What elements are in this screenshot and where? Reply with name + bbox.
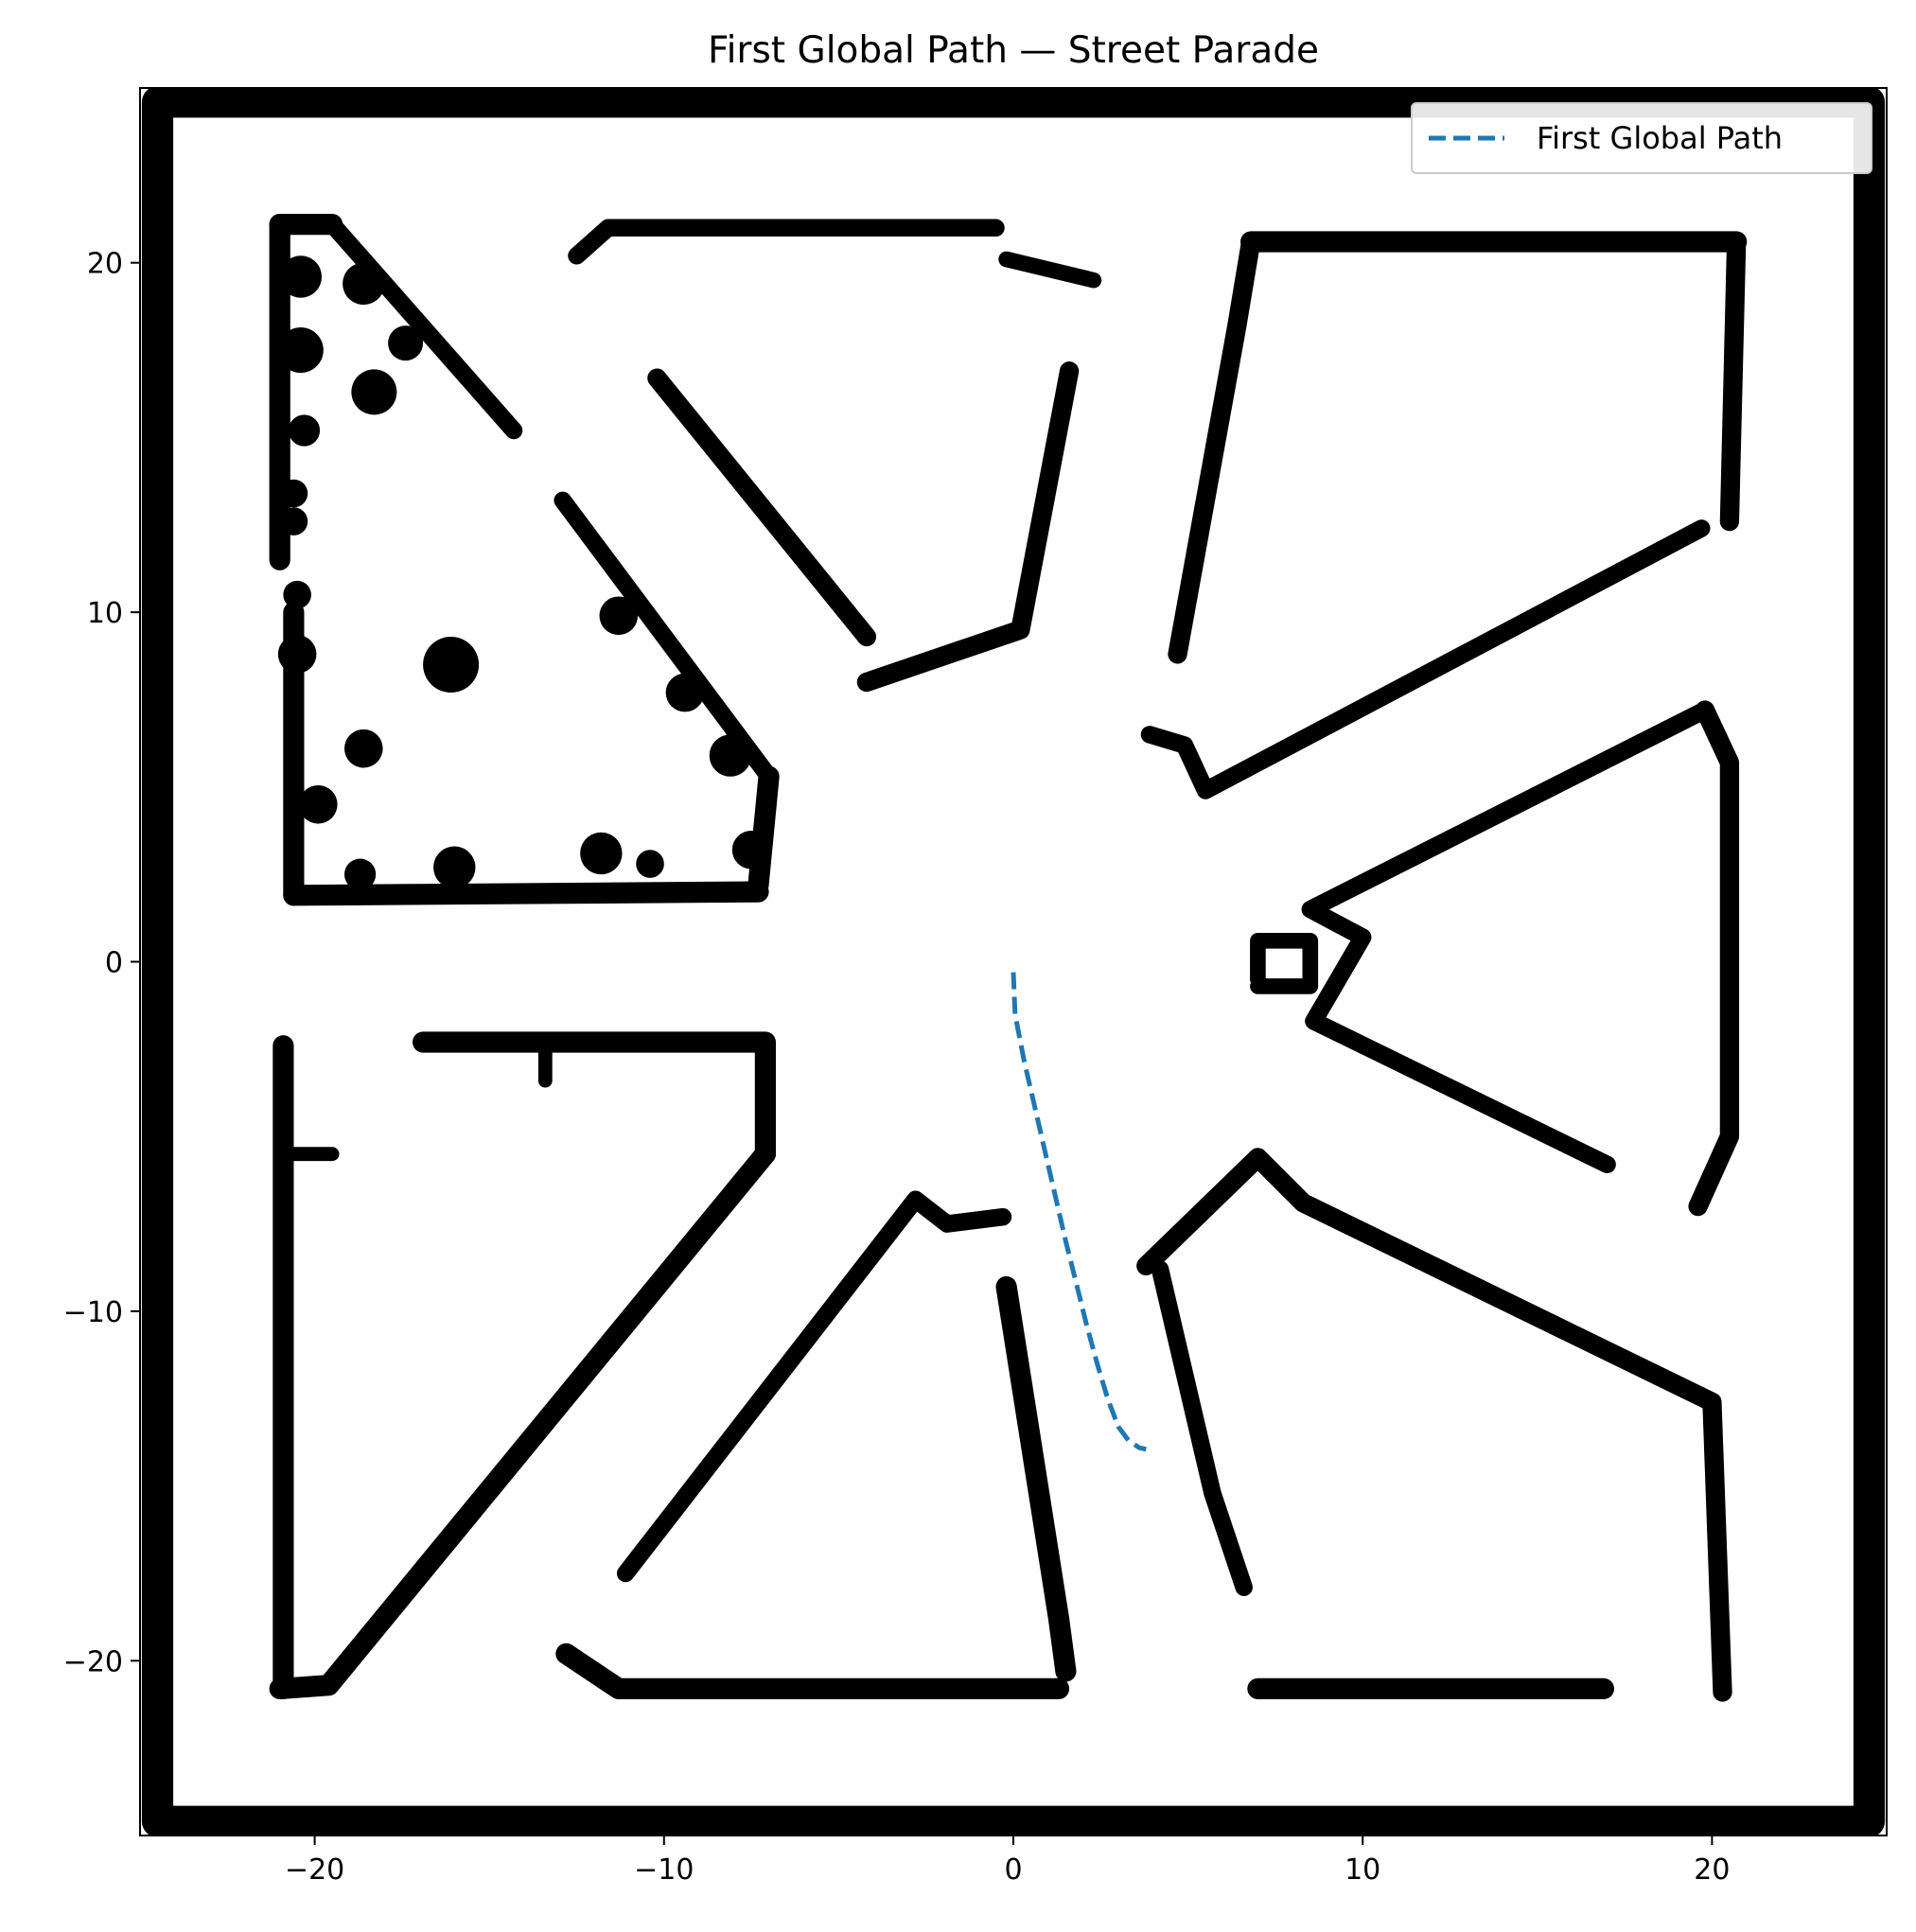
obstacle-blob bbox=[279, 479, 308, 508]
obstacle-north-center-right bbox=[856, 361, 1080, 693]
obstacle-outer-wall bbox=[141, 88, 1886, 1835]
obstacle-nw-block-bottom bbox=[283, 881, 769, 906]
obstacle-east-stub bbox=[1250, 933, 1319, 994]
obstacle-blob bbox=[279, 255, 323, 298]
obstacle-blob bbox=[283, 580, 311, 609]
obstacle-blob bbox=[343, 262, 385, 306]
obstacle-east-lower-diag bbox=[1305, 1012, 1616, 1174]
y-tick-label: −20 bbox=[63, 1645, 123, 1678]
obstacle-ne-diag bbox=[1140, 519, 1711, 799]
obstacle-blob bbox=[343, 858, 377, 890]
obstacle-nw-block-diagonal-2 bbox=[554, 491, 778, 785]
y-tick-label: 0 bbox=[105, 947, 123, 980]
obstacle-north-center-diag bbox=[647, 368, 877, 647]
obstacle-east-upper-diag bbox=[1301, 701, 1714, 1030]
obstacle-sw-diag-inner bbox=[616, 1190, 1012, 1583]
obstacle-blob bbox=[277, 635, 317, 674]
obstacle-se-inner bbox=[1151, 1260, 1253, 1596]
obstacle-east-right-wall bbox=[1688, 700, 1740, 1217]
obstacle-blob bbox=[731, 830, 771, 869]
x-tick-label: −20 bbox=[285, 1853, 344, 1887]
obstacle-blob bbox=[709, 734, 752, 777]
obstacle-blob bbox=[277, 327, 324, 374]
obstacle-blob bbox=[279, 507, 308, 536]
obstacle-blob bbox=[423, 637, 480, 694]
series-line-first-global-path bbox=[1011, 972, 1147, 1452]
obstacle-blob bbox=[298, 784, 338, 824]
obstacle-south-bottom bbox=[555, 1642, 1070, 1699]
legend-box bbox=[1411, 102, 1872, 174]
obstacle-blob bbox=[388, 325, 424, 361]
legend: First Global Path bbox=[1411, 102, 1872, 174]
y-tick-label: 20 bbox=[87, 248, 123, 281]
occupancy-map bbox=[141, 88, 1886, 1835]
x-tick-label: 20 bbox=[1694, 1853, 1730, 1887]
obstacle-nw-block-east bbox=[747, 765, 780, 896]
x-tick-label: 10 bbox=[1345, 1853, 1380, 1887]
x-tick-label: 0 bbox=[1004, 1853, 1022, 1887]
obstacle-blob bbox=[599, 596, 639, 636]
obstacle-ne-block-west bbox=[1168, 232, 1261, 664]
obstacle-nw-diag-upper bbox=[568, 219, 1005, 265]
x-tick-label: −10 bbox=[634, 1853, 694, 1887]
obstacle-blob bbox=[351, 369, 397, 415]
obstacle-sw-big-diag bbox=[269, 1143, 776, 1699]
y-tick-label: −10 bbox=[63, 1296, 123, 1329]
obstacle-nw-block-diagonal bbox=[323, 215, 523, 440]
obstacle-blob bbox=[433, 846, 476, 888]
plot-series bbox=[1011, 972, 1147, 1452]
obstacle-blob bbox=[288, 414, 321, 447]
obstacle-blob bbox=[665, 673, 705, 712]
legend-label: First Global Path bbox=[1537, 120, 1783, 156]
axes: −20 −10 0 10 20 20 10 0 −10 −20 bbox=[63, 87, 1888, 1887]
obstacle-sw-top bbox=[413, 1031, 776, 1165]
obstacle-blob bbox=[343, 729, 383, 768]
obstacle-ne-block-east bbox=[1719, 232, 1747, 532]
obstacle-blob bbox=[580, 832, 623, 875]
obstacle-se-diag bbox=[1136, 1148, 1732, 1702]
y-tick-label: 10 bbox=[87, 597, 123, 630]
obstacle-blob bbox=[636, 850, 664, 878]
obstacle-north-short-wall bbox=[998, 251, 1102, 289]
obstacle-south-center bbox=[995, 1275, 1077, 1682]
chart-title: First Global Path — Street Parade bbox=[708, 29, 1319, 72]
